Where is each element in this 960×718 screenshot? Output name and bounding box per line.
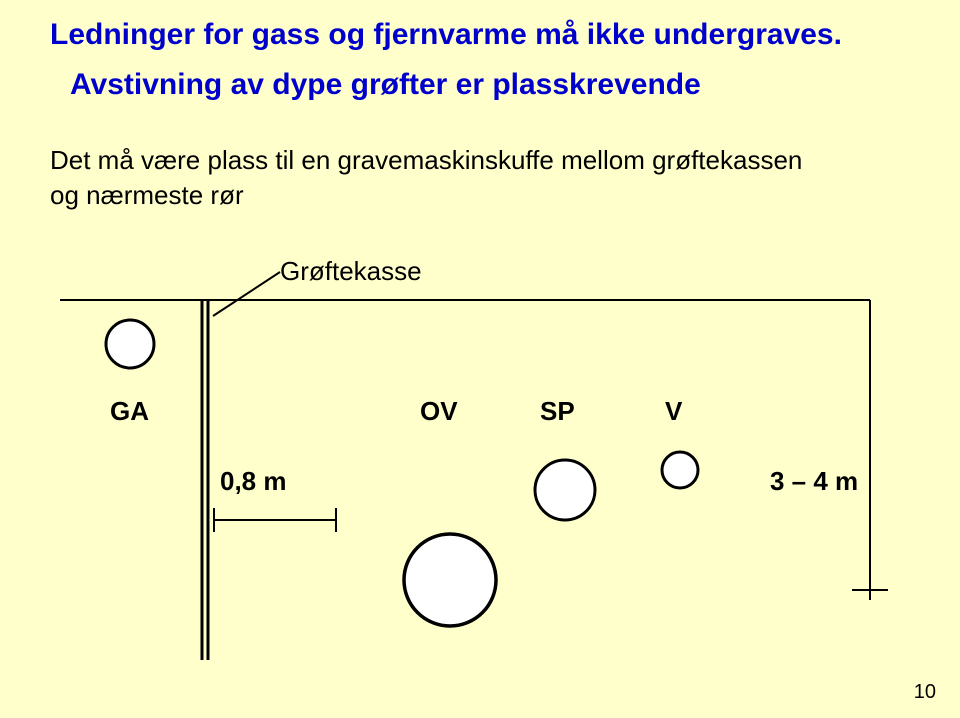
label-ov: OV [420,396,458,426]
annotation-label: Grøftekasse [280,256,422,286]
trench-diagram: Grøftekasse GA OV SP V 0,8 m 3 – 4 m [0,0,960,718]
dim-right: 3 – 4 m [770,466,858,496]
dim-left: 0,8 m [220,466,287,496]
label-sp: SP [540,396,575,426]
page-number: 10 [914,681,936,704]
label-v: V [665,396,683,426]
label-ga: GA [110,396,149,426]
